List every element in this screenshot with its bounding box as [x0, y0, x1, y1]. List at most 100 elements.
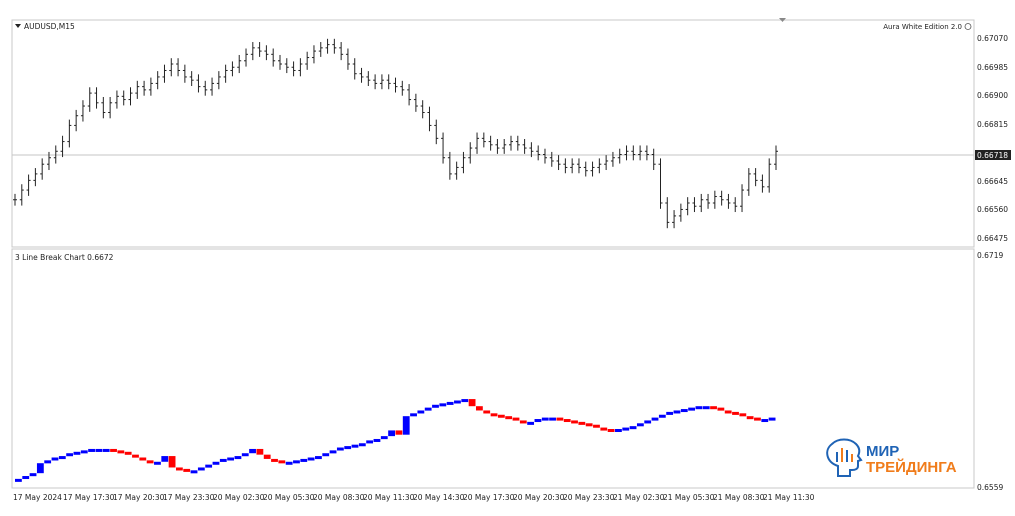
line-break-up-brick: [644, 420, 652, 424]
current-price-tag: [975, 150, 1011, 160]
line-break-up-brick: [702, 406, 710, 410]
line-break-down-brick: [717, 407, 725, 411]
sub-panel-title: 3 Line Break Chart 0.6672: [15, 253, 114, 262]
line-break-up-brick: [29, 473, 37, 477]
line-break-up-brick: [293, 460, 300, 464]
line-break-up-brick: [446, 401, 454, 405]
time-tick: 17 May 17:30: [63, 493, 115, 502]
main-panel-frame: [11, 19, 975, 248]
time-tick: 20 May 05:30: [263, 493, 315, 502]
line-break-down-brick: [110, 448, 117, 452]
line-break-down-brick: [505, 416, 513, 420]
line-break-up-brick: [197, 467, 205, 471]
line-break-down-brick: [256, 448, 264, 455]
current-price-label: 0.66718: [977, 151, 1008, 160]
line-break-up-brick: [161, 456, 169, 462]
line-break-up-brick: [351, 444, 359, 448]
line-break-up-brick: [336, 447, 344, 451]
indicator-settings-icon[interactable]: [964, 23, 972, 30]
time-tick: 17 May 2024: [13, 493, 62, 502]
sub-tick: 0.6719: [977, 251, 1003, 260]
time-tick: 20 May 11:30: [363, 493, 415, 502]
line-break-down-brick: [146, 460, 154, 464]
line-break-up-brick: [15, 478, 22, 482]
line-break-up-brick: [36, 463, 44, 474]
sub-tick: 0.6559: [977, 483, 1003, 492]
line-break-up-brick: [549, 417, 556, 421]
line-break-down-brick: [490, 413, 498, 417]
time-axis: 17 May 2024 17 May 17:30 17 May 20:30 17…: [13, 493, 815, 502]
time-tick: 21 May 11:30: [763, 493, 815, 502]
line-break-up-brick: [190, 470, 198, 474]
line-break-up-brick: [66, 453, 74, 457]
line-break-up-brick: [80, 450, 88, 454]
line-break-down-brick: [132, 454, 139, 458]
logo-line1: МИР: [866, 443, 899, 460]
symbol-dropdown-icon[interactable]: [15, 24, 21, 28]
time-tick: 20 May 23:30: [563, 493, 615, 502]
line-break-bricks: [15, 399, 776, 482]
line-break-up-brick: [329, 450, 337, 454]
sub-panel-frame: [11, 248, 975, 489]
line-break-up-brick: [22, 476, 30, 480]
time-tick: 21 May 02:30: [613, 493, 665, 502]
logo-line2: ТРЕЙДИНГА: [866, 458, 957, 476]
line-break-up-brick: [315, 456, 322, 460]
line-break-down-brick: [710, 406, 717, 410]
line-break-down-brick: [754, 417, 761, 421]
line-break-down-brick: [512, 417, 520, 421]
brand-logo: МИР ТРЕЙДИНГА: [826, 438, 957, 477]
price-tick: 0.66645: [977, 177, 1008, 186]
price-tick: 0.66475: [977, 234, 1008, 243]
line-break-up-brick: [666, 411, 674, 415]
line-break-down-brick: [563, 419, 571, 423]
line-break-up-brick: [432, 404, 439, 408]
line-break-up-brick: [212, 461, 220, 465]
price-tick: 0.67070: [977, 34, 1008, 43]
line-break-up-brick: [673, 410, 681, 414]
line-break-up-brick: [88, 448, 95, 452]
line-break-up-brick: [410, 413, 417, 417]
line-break-down-brick: [519, 420, 527, 424]
line-break-up-brick: [44, 460, 52, 464]
time-tick: 20 May 08:30: [313, 493, 365, 502]
line-break-up-brick: [439, 403, 447, 407]
line-break-down-brick: [117, 450, 125, 454]
line-break-up-brick: [768, 417, 776, 421]
line-break-down-brick: [593, 424, 600, 428]
line-break-up-brick: [380, 436, 388, 440]
line-break-down-brick: [585, 423, 593, 427]
line-break-down-brick: [607, 429, 615, 432]
line-break-up-brick: [388, 430, 395, 437]
line-break-up-brick: [373, 438, 381, 442]
line-break-up-brick: [695, 406, 703, 410]
line-break-down-brick: [578, 421, 586, 425]
line-break-up-brick: [307, 457, 315, 461]
line-break-up-brick: [95, 448, 103, 452]
line-break-up-brick: [680, 409, 688, 413]
line-break-down-brick: [271, 458, 278, 462]
line-break-down-brick: [183, 468, 191, 472]
time-tick: 17 May 23:30: [163, 493, 215, 502]
line-break-up-brick: [285, 461, 293, 465]
line-break-up-brick: [241, 453, 249, 457]
time-tick: 20 May 20:30: [513, 493, 565, 502]
line-break-up-brick: [629, 426, 637, 430]
line-break-down-brick: [483, 410, 491, 414]
line-break-down-brick: [175, 467, 183, 471]
time-tick: 21 May 08:30: [713, 493, 765, 502]
line-break-up-brick: [658, 414, 666, 418]
line-break-up-brick: [615, 429, 622, 432]
line-break-up-brick: [227, 457, 235, 461]
line-break-up-brick: [454, 400, 461, 404]
line-break-down-brick: [600, 427, 608, 431]
time-tick: 20 May 14:30: [413, 493, 465, 502]
line-break-up-brick: [102, 448, 110, 452]
line-break-up-brick: [300, 458, 308, 462]
head-chart-icon: [826, 438, 863, 477]
chart-shift-marker-icon[interactable]: [779, 18, 786, 22]
line-break-up-brick: [417, 410, 425, 414]
line-break-down-brick: [475, 406, 483, 411]
line-break-up-brick: [424, 407, 432, 411]
line-break-down-brick: [168, 456, 176, 468]
